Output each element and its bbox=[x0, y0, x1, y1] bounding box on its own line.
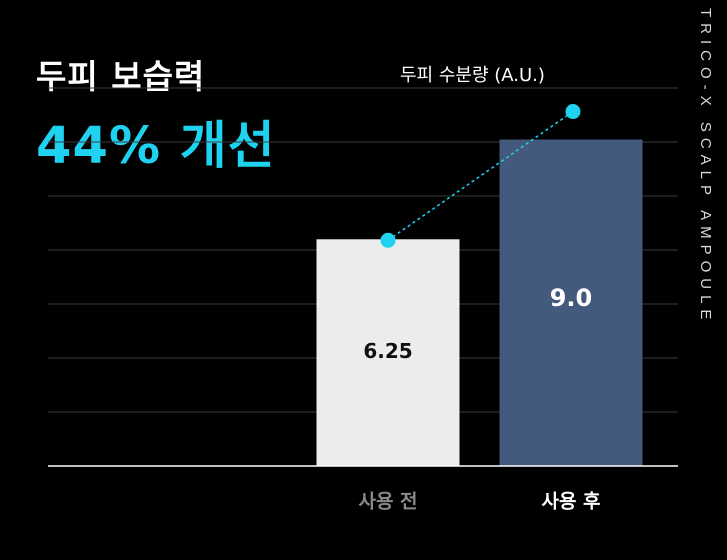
headline-highlight: 44% 개선 bbox=[36, 117, 276, 176]
headline-title: 두피 보습력 bbox=[36, 57, 206, 96]
bar-value-label: 9.0 bbox=[550, 284, 593, 312]
chart-labels: 6.25 사용 전 9.0 사용 후 bbox=[358, 284, 600, 513]
brand-vertical-text: TRICO-X SCALP AMPOULE bbox=[697, 8, 714, 326]
trend-line bbox=[387, 110, 574, 241]
chart-legend-label: 두피 수분량 (A.U.) bbox=[400, 65, 545, 86]
chart-bars bbox=[316, 139, 643, 466]
category-label: 사용 전 bbox=[358, 491, 417, 513]
category-label: 사용 후 bbox=[541, 491, 600, 513]
bar-value-label: 6.25 bbox=[363, 339, 412, 363]
chart-trend bbox=[380, 104, 581, 248]
trend-point bbox=[380, 232, 396, 248]
bar-after bbox=[499, 139, 643, 466]
headline: 두피 보습력 44% 개선 bbox=[36, 50, 276, 178]
bar-before bbox=[316, 239, 460, 466]
trend-point bbox=[565, 104, 581, 120]
